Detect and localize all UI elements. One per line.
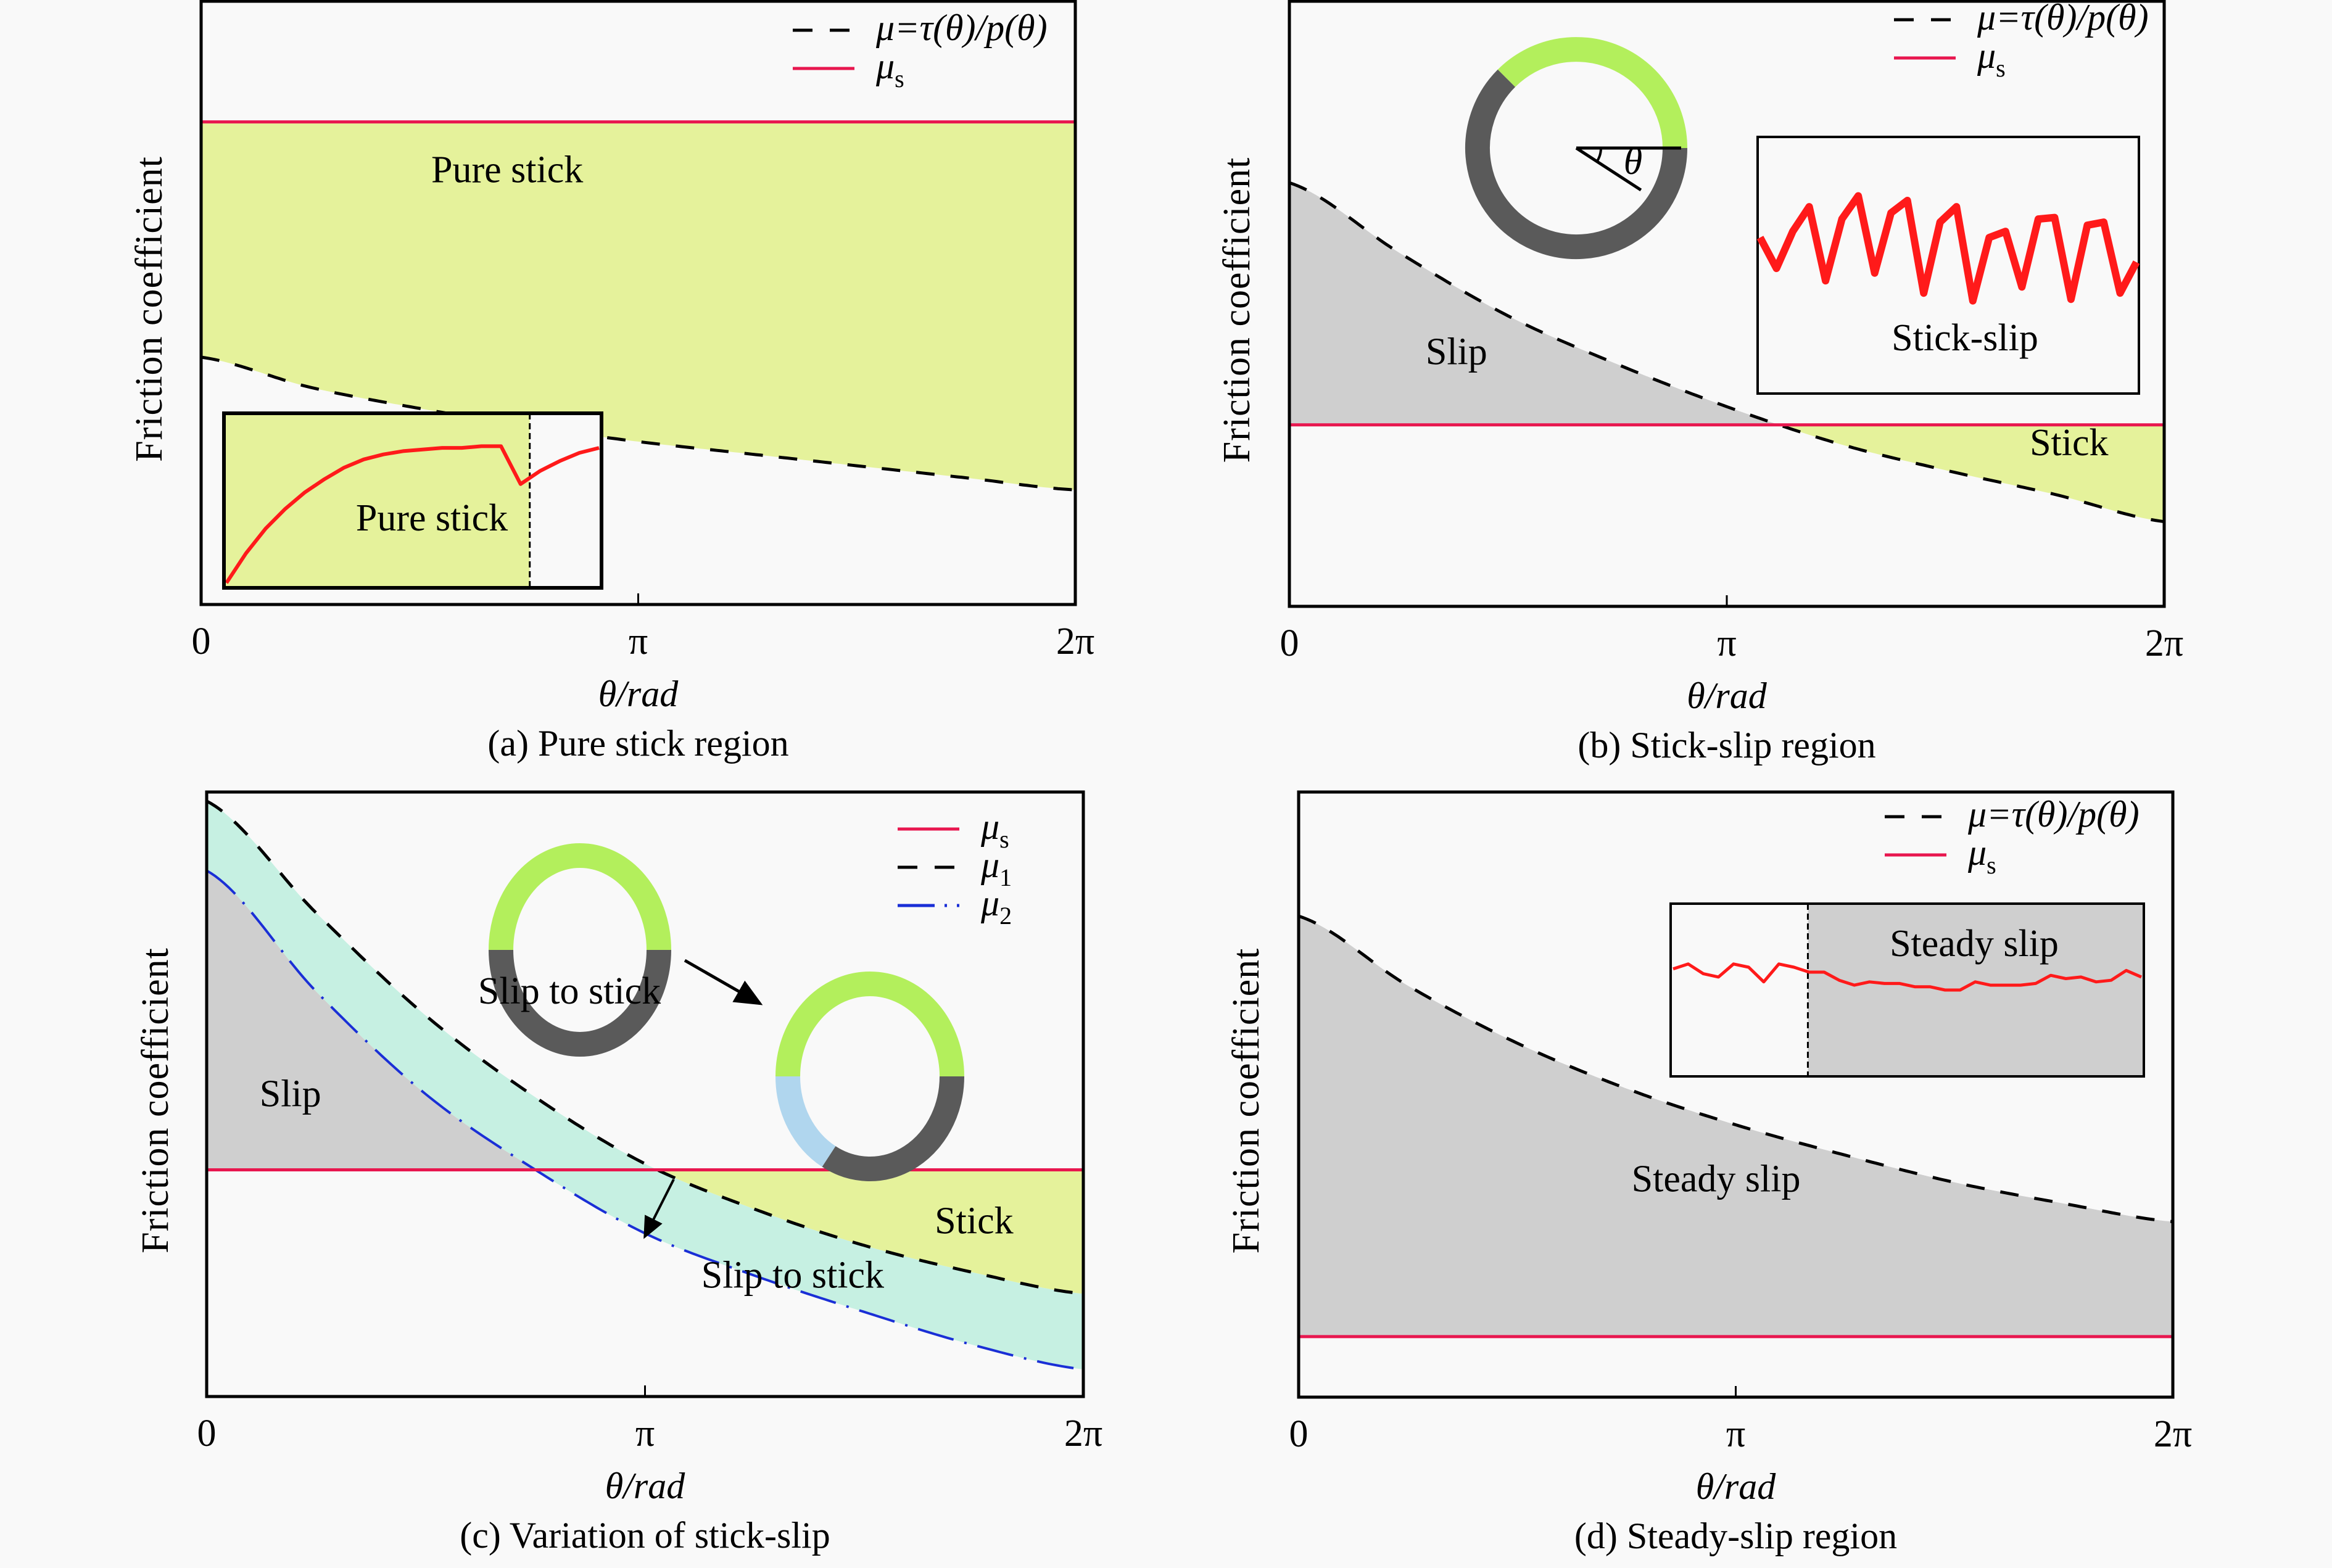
- y-axis-title: Friction coefficient: [1216, 157, 1258, 463]
- region-label-steady-slip: Steady slip: [1632, 1158, 1801, 1200]
- legend-label-main: μ: [980, 806, 999, 847]
- region-fill-stick: [658, 1170, 1083, 1294]
- legend-label-main: μ=τ(θ)/p(θ): [875, 7, 1048, 48]
- series-line-μ=τ(θ)/p(θ): [1289, 181, 2165, 524]
- inset-label: Pure stick: [356, 497, 508, 539]
- y-axis-title: Friction coefficient: [128, 156, 170, 462]
- panel-caption: (c) Variation of stick-slip: [460, 1515, 830, 1556]
- legend-label-sub: s: [1987, 851, 1996, 879]
- panel-caption: (d) Steady-slip region: [1574, 1516, 1897, 1556]
- x-axis-title: θ/rad: [1696, 1466, 1776, 1507]
- series-line-μ=τ(θ)/p(θ): [1298, 914, 2173, 1223]
- legend-label-sub: 2: [999, 902, 1012, 930]
- x-tick-label: 2π: [1056, 621, 1094, 662]
- y-axis-title: Friction coefficient: [134, 947, 176, 1253]
- panel-caption: (b) Stick-slip region: [1577, 725, 1875, 765]
- region-fill-slip: [1289, 183, 1775, 425]
- inset-background: [529, 413, 602, 588]
- x-axis-title: θ/rad: [1687, 675, 1767, 716]
- panel-c: Slip Slip to stick Stick Slip to stick 0 π 2π θ…: [134, 790, 1102, 1556]
- ring-angle-line: [1575, 146, 1642, 192]
- panel-d: Steady slip Steady slip 0 π 2π θ/rad (d) Stead…: [1225, 790, 2192, 1556]
- x-tick-label: π: [1726, 1413, 1745, 1455]
- x-tick-label: 2π: [2145, 622, 2183, 664]
- transition-arrow: [684, 959, 763, 1005]
- ring2-stick-arc: [775, 972, 964, 1077]
- region-label-slip: Slip: [260, 1073, 321, 1115]
- x-tick-label: 0: [1280, 622, 1299, 664]
- inset-label: Stick-slip: [1892, 317, 2038, 359]
- legend-label-1: μs: [1967, 832, 1996, 879]
- x-axis-title: θ/rad: [605, 1466, 685, 1506]
- ring1-slip-arc: [489, 949, 671, 1057]
- inset-slip-fill: [1808, 904, 2144, 1076]
- region-fill-pure-stick: [201, 122, 1075, 490]
- inset-a: Pure stick: [222, 411, 603, 590]
- y-axis-title: Friction coefficient: [1225, 948, 1267, 1254]
- legend-label-0: μ=τ(θ)/p(θ): [1967, 794, 2140, 835]
- x-tick-label: π: [629, 621, 648, 662]
- region-fill-slip: [207, 870, 531, 1170]
- x-tick-label: π: [1717, 622, 1736, 664]
- x-tick-label: π: [635, 1413, 655, 1455]
- ring2-transition-arc: [775, 1076, 836, 1167]
- legend-label-0: μs: [980, 806, 1009, 853]
- inset-signal: [1673, 962, 2142, 992]
- x-tick-label: 0: [192, 621, 211, 662]
- legend-label-0: μ=τ(θ)/p(θ): [875, 7, 1048, 48]
- ring1-stick-arc: [489, 843, 671, 951]
- legend-label-main: μ=τ(θ)/p(θ): [1967, 794, 2140, 835]
- panel-b: Stick-slip Slip Stick θ 0 π 2π θ/rad (b) Stick-s…: [1216, 0, 2183, 765]
- panel-caption: (a) Pure stick region: [487, 723, 788, 764]
- legend-label-main: μ: [980, 883, 999, 923]
- inset-frame: [1669, 902, 2145, 1078]
- inset-d: Steady slip: [1669, 902, 2145, 1078]
- region-label-pure-stick: Pure stick: [431, 149, 583, 191]
- region-label-slip-to-stick: Slip to stick: [701, 1255, 884, 1297]
- region-label-slip: Slip: [1426, 331, 1487, 373]
- legend-label-main: μ: [1967, 832, 1987, 873]
- x-tick-label: 2π: [2154, 1413, 2192, 1455]
- legend-label-sub: 1: [999, 864, 1012, 891]
- angle-label-theta: θ: [1624, 141, 1642, 183]
- region-label-stick: Stick: [2030, 422, 2108, 464]
- x-tick-label: 0: [197, 1413, 217, 1455]
- inset-b: Stick-slip: [1756, 136, 2140, 395]
- inset-stick-fill: [224, 413, 530, 588]
- legend-label-main: μ: [1977, 35, 1996, 76]
- x-tick-label: 0: [1289, 1413, 1309, 1455]
- ring-stick-arc: [1497, 37, 1687, 149]
- inset-label: Steady slip: [1890, 923, 2059, 965]
- legend-label-sub: s: [895, 65, 904, 93]
- x-tick-label: 2π: [1064, 1413, 1102, 1455]
- region-label-slip-to-stick: Slip to stick: [478, 970, 661, 1012]
- ring2-slip-arc: [822, 1076, 964, 1181]
- ring-slip-arc: [1465, 69, 1687, 260]
- legend-label-sub: s: [1996, 54, 2006, 82]
- x-axis-title: θ/rad: [598, 674, 679, 714]
- legend-label-1: μs: [875, 46, 904, 93]
- ring-angle-arc: [1595, 147, 1602, 162]
- legend-label-2: μ2: [980, 883, 1012, 930]
- legend-label-sub: s: [999, 825, 1009, 853]
- shift-arrow: [643, 1179, 675, 1239]
- series-line-μ=τ(θ)/p(θ): [201, 355, 1076, 492]
- legend-label-1: μs: [1977, 35, 2006, 82]
- inset-signal: [1756, 192, 2140, 305]
- inset-frame: [222, 411, 603, 590]
- region-fill-slip-to-stick: [207, 801, 1083, 1369]
- inset-signal: [225, 444, 600, 584]
- legend-label-1: μ1: [980, 844, 1012, 891]
- series-line-μ1: [205, 799, 1084, 1295]
- legend-label-0: μ=τ(θ)/p(θ): [1977, 0, 2149, 38]
- legend-label-main: μ: [875, 46, 895, 86]
- legend-label-main: μ=τ(θ)/p(θ): [1977, 0, 2149, 38]
- region-label-stick: Stick: [935, 1200, 1013, 1242]
- legend-label-main: μ: [980, 844, 999, 885]
- panel-a: Pure stick Pure stick 0 π 2π θ/rad (a) Pure st…: [128, 0, 1094, 764]
